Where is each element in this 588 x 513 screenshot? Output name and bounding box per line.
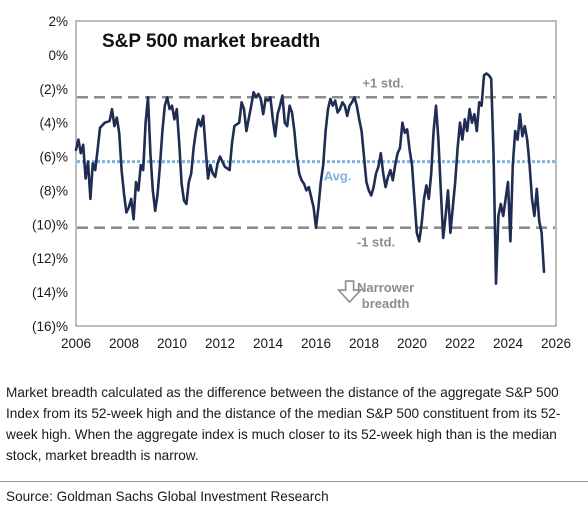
y-tick-label: 0% xyxy=(48,48,68,63)
y-tick-label: (4)% xyxy=(39,116,68,131)
x-tick-label: 2026 xyxy=(541,336,571,351)
y-tick-label: (8)% xyxy=(39,183,68,198)
y-tick-label: (2)% xyxy=(39,82,68,97)
plot-area xyxy=(75,20,557,327)
x-tick-label: 2016 xyxy=(301,336,331,351)
reference-line-label: -1 std. xyxy=(357,235,395,250)
y-tick-label: (10)% xyxy=(32,217,68,232)
y-axis-ticks: 2% 0% (2)% (4)% (6)% (8)% (10)% (12)% (14)% (16)% xyxy=(32,14,68,334)
chart: 2% 0% (2)% (4)% (6)% (8)% (10)% (12)% (14)% (16)%… xyxy=(32,14,571,351)
x-axis-ticks: 2006 2008 2010 2012 2014 2016 2018 2020 2022 2024… xyxy=(61,336,571,351)
x-tick-label: 2006 xyxy=(61,336,91,351)
x-tick-label: 2018 xyxy=(349,336,379,351)
x-tick-label: 2010 xyxy=(157,336,187,351)
reference-line-label: +1 std. xyxy=(362,75,404,90)
y-tick-label: 2% xyxy=(48,14,68,29)
series-line-market-breadth xyxy=(74,72,546,285)
source-note: Source: Goldman Sachs Global Investment … xyxy=(6,489,329,504)
chart-caption: Market breadth calculated as the differe… xyxy=(6,385,561,463)
down-arrow-icon xyxy=(336,280,363,304)
y-tick-label: (12)% xyxy=(32,251,68,266)
annotation-text: Narrower xyxy=(357,280,414,295)
chart-title: S&P 500 market breadth xyxy=(102,31,320,52)
x-tick-label: 2020 xyxy=(397,336,427,351)
y-tick-label: (14)% xyxy=(32,285,68,300)
y-tick-label: (16)% xyxy=(32,319,68,334)
source-divider xyxy=(0,481,588,482)
x-tick-label: 2008 xyxy=(109,336,139,351)
x-tick-label: 2014 xyxy=(253,336,284,351)
x-tick-label: 2024 xyxy=(493,336,524,351)
reference-line-label: Avg. xyxy=(324,169,352,184)
y-tick-label: (6)% xyxy=(39,150,68,165)
x-tick-label: 2012 xyxy=(205,336,235,351)
annotation-text: breadth xyxy=(362,296,410,311)
x-tick-label: 2022 xyxy=(445,336,475,351)
